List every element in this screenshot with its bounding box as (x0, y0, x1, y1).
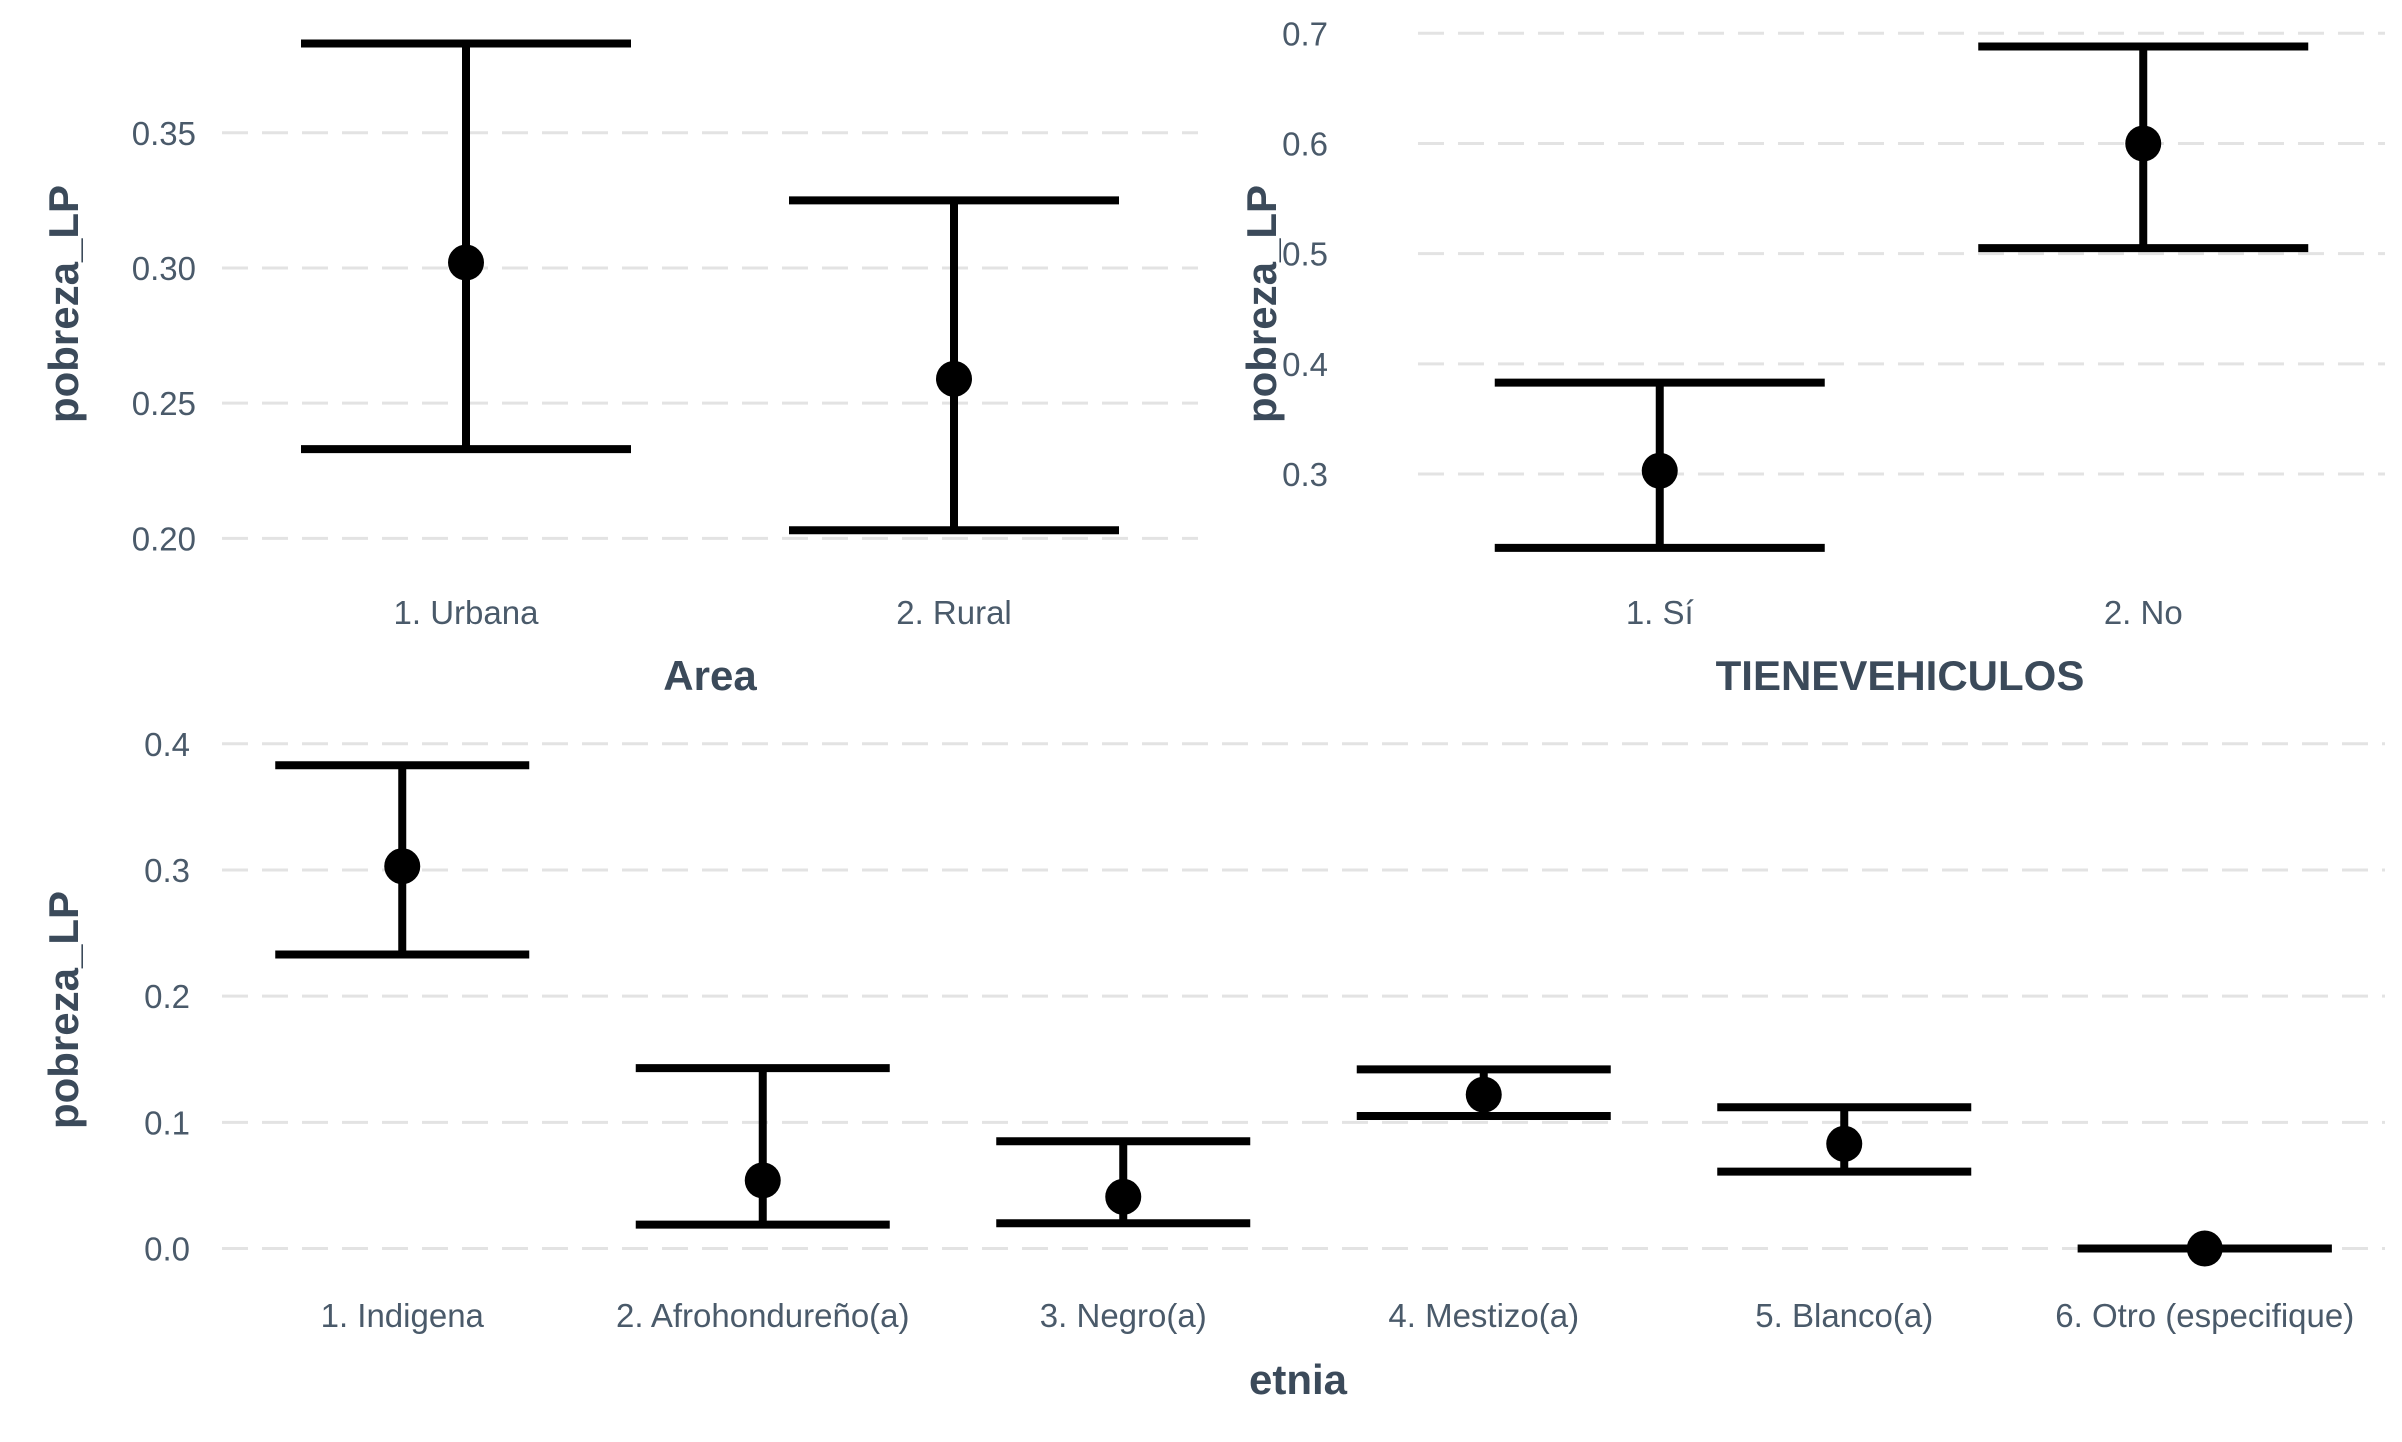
y-tick-label: 0.20 (132, 520, 196, 557)
estimate-point (1826, 1125, 1863, 1162)
x-tick-label: 5. Blanco(a) (1755, 1297, 1933, 1334)
estimate-point (1641, 452, 1678, 489)
y-tick-label: 0.30 (132, 250, 196, 287)
estimate-point (744, 1162, 781, 1199)
errorbar-marks (1494, 42, 2309, 552)
x-tick-label: 2. Rural (896, 594, 1012, 631)
panel-tienevehiculos: 0.3 0.4 0.5 0.6 0.7 1. Sí 2. No pobreza_LP TI… (1238, 15, 2385, 699)
estimate-point (2186, 1230, 2223, 1267)
errorbar (2077, 1230, 2332, 1267)
errorbar (789, 196, 1119, 535)
x-tick-labels: 1. Urbana 2. Rural (394, 594, 1012, 631)
y-tick-label: 0.3 (144, 852, 190, 889)
y-tick-labels: 0.3 0.4 0.5 0.6 0.7 (1282, 15, 1328, 493)
y-tick-label: 0.6 (1282, 125, 1328, 162)
x-tick-label: 1. Indigena (321, 1297, 485, 1334)
y-tick-label: 0.5 (1282, 236, 1328, 273)
y-tick-label: 0.0 (144, 1231, 190, 1268)
y-axis-title: pobreza_LP (1238, 185, 1285, 423)
y-axis-title: pobreza_LP (40, 891, 87, 1129)
x-tick-label: 3. Negro(a) (1040, 1297, 1207, 1334)
estimate-point (1105, 1178, 1142, 1215)
x-tick-label: 6. Otro (especifique) (2055, 1297, 2354, 1334)
errorbar (635, 1064, 890, 1229)
estimate-point (936, 360, 972, 397)
x-axis-title: etnia (1249, 1356, 1348, 1403)
errorbar (301, 39, 631, 454)
y-tick-labels: 0.0 0.1 0.2 0.3 0.4 (144, 726, 190, 1268)
errorbar (1717, 1103, 1972, 1176)
estimate-point (2125, 125, 2162, 162)
x-axis-title: TIENEVEHICULOS (1716, 652, 2085, 699)
gridlines (222, 742, 2385, 1251)
errorbar (1978, 42, 2309, 253)
y-tick-label: 0.35 (132, 115, 196, 152)
errorbar (1356, 1065, 1611, 1121)
panel-area: 0.20 0.25 0.30 0.35 1. Urbana 2. Rural pobre… (40, 39, 1198, 699)
errorbar (275, 761, 530, 959)
y-tick-label: 0.25 (132, 385, 196, 422)
x-tick-label: 1. Urbana (394, 594, 540, 631)
y-tick-label: 0.3 (1282, 456, 1328, 493)
y-tick-label: 0.7 (1282, 15, 1328, 52)
y-tick-label: 0.4 (144, 726, 190, 763)
errorbar-marks (301, 39, 1119, 535)
errorbar (1494, 378, 1825, 552)
estimate-point (1465, 1076, 1502, 1113)
estimate-point (448, 244, 484, 281)
errorbar-marks (275, 761, 2332, 1267)
x-tick-labels: 1. Sí 2. No (1626, 594, 2183, 631)
estimate-point (384, 848, 421, 885)
x-tick-label: 4. Mestizo(a) (1388, 1297, 1579, 1334)
gridlines (222, 131, 1198, 540)
y-tick-label: 0.1 (144, 1104, 190, 1141)
x-axis-title: Area (663, 652, 757, 699)
y-tick-labels: 0.20 0.25 0.30 0.35 (132, 115, 196, 558)
x-tick-label: 2. No (2104, 594, 2183, 631)
gridlines (1418, 31, 2385, 476)
x-tick-label: 1. Sí (1626, 594, 1694, 631)
y-axis-title: pobreza_LP (40, 185, 87, 423)
errorbar (996, 1137, 1251, 1228)
y-tick-label: 0.2 (144, 978, 190, 1015)
y-tick-label: 0.4 (1282, 346, 1328, 383)
panel-etnia: 0.0 0.1 0.2 0.3 0.4 1. Indigena 2. Afrohondur… (40, 726, 2385, 1403)
x-tick-labels: 1. Indigena 2. Afrohondureño(a) 3. Negro(a… (321, 1297, 2355, 1334)
x-tick-label: 2. Afrohondureño(a) (616, 1297, 910, 1334)
